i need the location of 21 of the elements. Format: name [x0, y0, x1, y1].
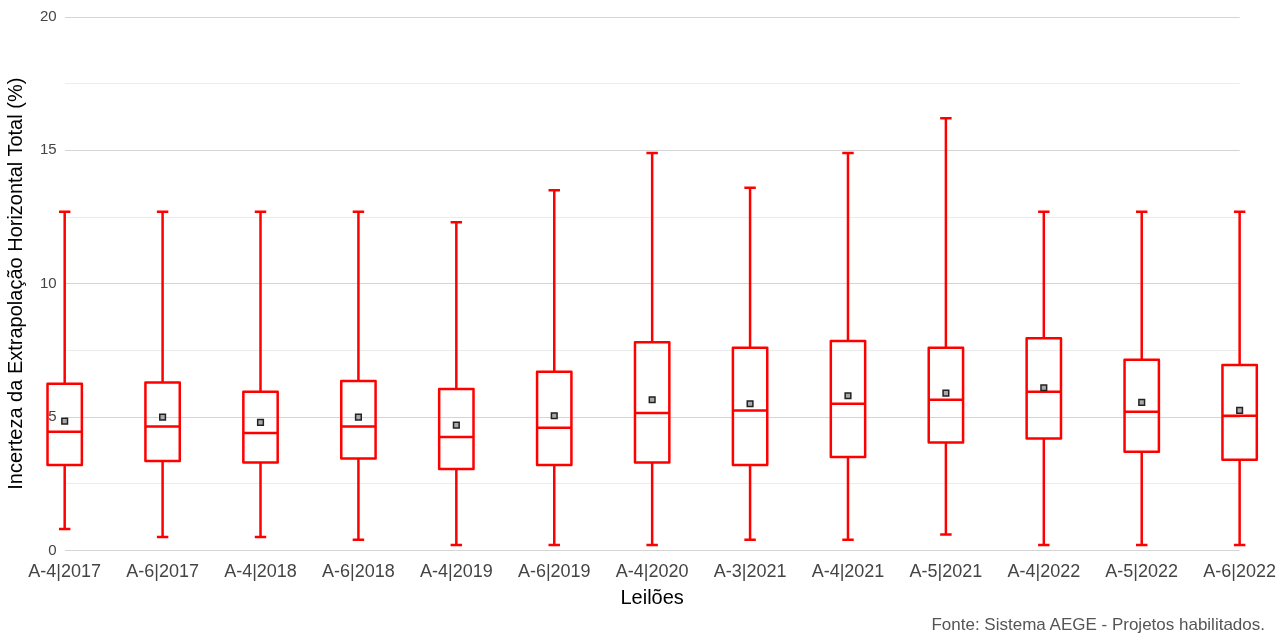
x-tick-label: A-4|2019: [419, 561, 493, 582]
x-axis-title: Leilões: [620, 585, 684, 608]
y-tick-label: 5: [48, 407, 57, 425]
x-tick-label: A-4|2017: [28, 561, 102, 582]
x-tick-label: A-6|2018: [322, 561, 395, 582]
x-tick-label: A-6|2019: [517, 561, 591, 582]
x-tick-label: A-5|2022: [1105, 561, 1179, 582]
source-note: Fonte: Sistema AEGE - Projetos habilitados.: [931, 615, 1265, 635]
x-tick-label: A-4|2021: [811, 561, 885, 582]
y-axis-title: Incerteza da Extrapolação Horizontal Total (%): [3, 77, 26, 490]
y-tick-label: 20: [40, 7, 57, 25]
x-tick-label: A-6|2022: [1203, 561, 1276, 582]
y-tick-label: 15: [40, 140, 57, 158]
x-tick-label: A-4|2020: [615, 561, 689, 582]
y-tick-label: 10: [40, 273, 57, 291]
x-tick-label: A-4|2022: [1007, 561, 1081, 582]
x-tick-label: A-6|2017: [126, 561, 199, 582]
x-tick-label: A-4|2018: [224, 561, 297, 582]
x-tick-label: A-5|2021: [909, 561, 983, 582]
y-tick-label: 0: [48, 540, 57, 558]
x-tick-label: A-3|2021: [713, 561, 787, 582]
